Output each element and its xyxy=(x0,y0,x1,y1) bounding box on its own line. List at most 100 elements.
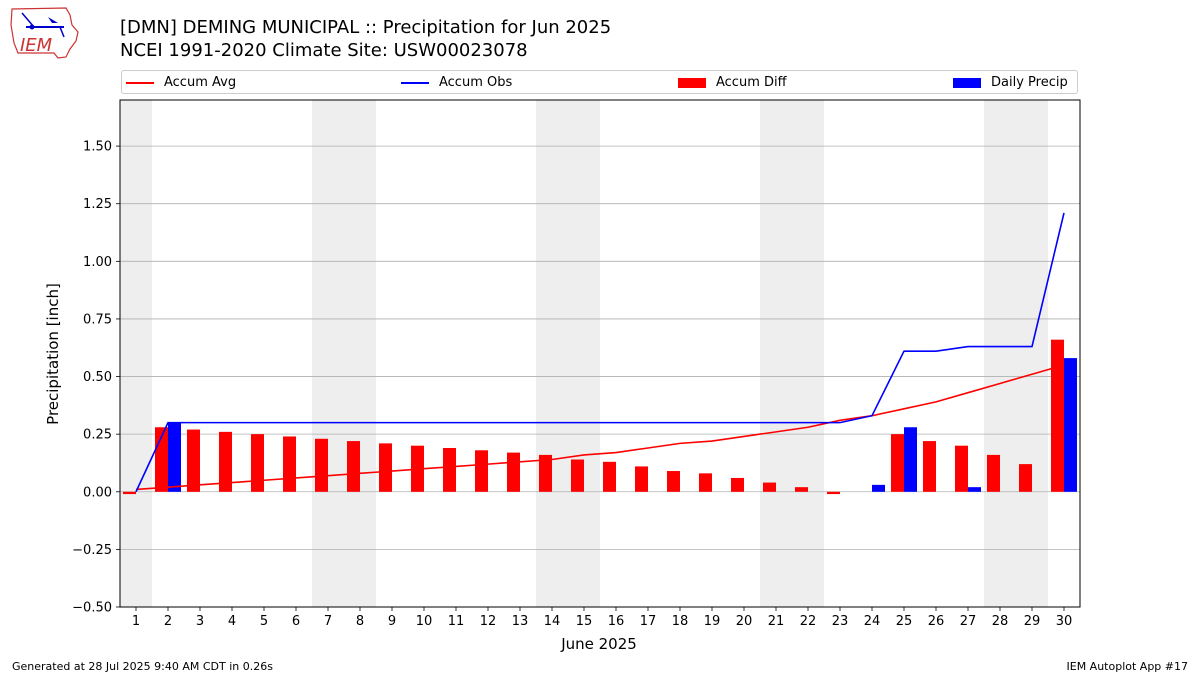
x-tick-label: 17 xyxy=(640,614,657,629)
x-tick-label: 25 xyxy=(896,614,913,629)
x-tick-label: 18 xyxy=(672,614,689,629)
legend-item-accum-obs: Accum Obs xyxy=(401,74,512,92)
legend-label-daily-precip: Daily Precip xyxy=(991,75,1068,90)
bar-accum-diff xyxy=(955,445,968,492)
chart-subtitle: NCEI 1991-2020 Climate Site: USW00023078 xyxy=(120,40,528,61)
bar-accum-diff xyxy=(475,450,488,492)
x-tick-label: 15 xyxy=(576,614,593,629)
x-tick-label: 5 xyxy=(260,614,268,629)
x-tick-label: 26 xyxy=(928,614,945,629)
bar-accum-diff xyxy=(187,429,200,492)
y-tick-label: 0.50 xyxy=(83,370,112,385)
bar-accum-diff xyxy=(635,466,648,492)
bar-accum-diff xyxy=(539,454,552,492)
bar-accum-diff xyxy=(571,459,584,492)
x-tick-label: 23 xyxy=(832,614,849,629)
x-tick-label: 6 xyxy=(292,614,300,629)
weekend-band-1 xyxy=(120,100,152,607)
bar-accum-diff xyxy=(731,477,744,492)
weekend-band-7 xyxy=(312,100,344,607)
legend-swatch-accum-diff xyxy=(678,77,706,88)
x-tick-label: 11 xyxy=(448,614,465,629)
x-tick-label: 24 xyxy=(864,614,881,629)
legend-swatch-accum-obs xyxy=(401,81,429,84)
bar-accum-diff xyxy=(827,491,840,495)
x-tick-label: 12 xyxy=(480,614,497,629)
legend-item-daily-precip: Daily Precip xyxy=(953,74,1068,92)
bar-accum-diff xyxy=(795,487,808,492)
x-tick-label: 14 xyxy=(544,614,561,629)
bar-accum-diff xyxy=(315,438,328,492)
iem-logo: IEM xyxy=(8,5,83,64)
x-tick-label: 30 xyxy=(1056,614,1073,629)
line-accum-avg xyxy=(135,364,1065,491)
y-axis-label: Precipitation [inch] xyxy=(44,283,62,425)
logo-text: IEM xyxy=(20,35,53,56)
weekend-band-15 xyxy=(568,100,600,607)
bar-accum-diff xyxy=(283,436,296,492)
bar-accum-diff xyxy=(987,454,1000,492)
x-tick-label: 13 xyxy=(512,614,529,629)
legend-label-accum-obs: Accum Obs xyxy=(439,75,513,90)
weekend-band-21 xyxy=(760,100,792,607)
weekend-band-8 xyxy=(344,100,376,607)
y-tick-label: 0.75 xyxy=(83,312,112,327)
chart-title: [DMN] DEMING MUNICIPAL :: Precipitation … xyxy=(120,17,612,38)
x-tick-label: 8 xyxy=(356,614,364,629)
bar-daily-precip xyxy=(968,487,981,492)
x-tick-label: 20 xyxy=(736,614,753,629)
bar-accum-diff xyxy=(251,434,264,492)
y-tick-label: 0.25 xyxy=(83,428,112,443)
line-accum-obs xyxy=(135,212,1065,493)
x-tick-label: 7 xyxy=(324,614,332,629)
bar-daily-precip xyxy=(1064,358,1077,492)
bar-accum-diff xyxy=(443,447,456,492)
y-tick-label: −0.50 xyxy=(72,601,112,616)
footer-app: IEM Autoplot App #17 xyxy=(1066,660,1189,673)
legend-label-accum-diff: Accum Diff xyxy=(716,75,787,90)
weekend-band-28 xyxy=(984,100,1016,607)
y-tick-label: 1.25 xyxy=(83,197,112,212)
y-tick-label: −0.25 xyxy=(72,543,112,558)
bar-accum-diff xyxy=(507,452,520,492)
weekend-band-29 xyxy=(1016,100,1048,607)
y-tick-label: 1.00 xyxy=(83,255,112,270)
legend-swatch-accum-avg xyxy=(126,81,154,84)
x-tick-label: 10 xyxy=(416,614,433,629)
legend-label-accum-avg: Accum Avg xyxy=(164,75,237,90)
x-tick-label: 9 xyxy=(388,614,396,629)
x-tick-label: 22 xyxy=(800,614,817,629)
weekend-band-22 xyxy=(792,100,824,607)
legend-item-accum-avg: Accum Avg xyxy=(126,74,236,92)
bar-accum-diff xyxy=(379,443,392,492)
x-tick-label: 27 xyxy=(960,614,977,629)
bar-accum-diff xyxy=(219,431,232,492)
bar-accum-diff xyxy=(347,441,360,492)
bar-accum-diff xyxy=(763,482,776,492)
plot-frame xyxy=(119,99,1081,608)
x-tick-label: 21 xyxy=(768,614,785,629)
bar-accum-diff xyxy=(603,461,616,492)
x-tick-label: 2 xyxy=(164,614,172,629)
legend-swatch-daily-precip xyxy=(953,77,981,88)
x-tick-label: 28 xyxy=(992,614,1009,629)
bar-daily-precip xyxy=(168,422,181,492)
x-tick-label: 19 xyxy=(704,614,721,629)
x-tick-label: 3 xyxy=(196,614,204,629)
bar-accum-diff xyxy=(699,473,712,492)
x-tick-label: 29 xyxy=(1024,614,1041,629)
legend: Accum Avg Accum Obs Accum Diff Daily Pre… xyxy=(121,70,1078,94)
bar-accum-diff xyxy=(891,434,904,492)
bar-accum-diff xyxy=(1019,464,1032,492)
weekend-band-14 xyxy=(536,100,568,607)
x-tick-label: 1 xyxy=(132,614,140,629)
bar-daily-precip xyxy=(872,484,885,492)
footer-generated: Generated at 28 Jul 2025 9:40 AM CDT in … xyxy=(12,660,273,673)
bar-accum-diff xyxy=(123,491,136,495)
y-tick-label: 0.00 xyxy=(83,485,112,500)
legend-item-accum-diff: Accum Diff xyxy=(678,74,787,92)
bar-accum-diff xyxy=(1051,339,1064,492)
x-tick-label: 16 xyxy=(608,614,625,629)
y-tick-label: 1.50 xyxy=(83,140,112,155)
